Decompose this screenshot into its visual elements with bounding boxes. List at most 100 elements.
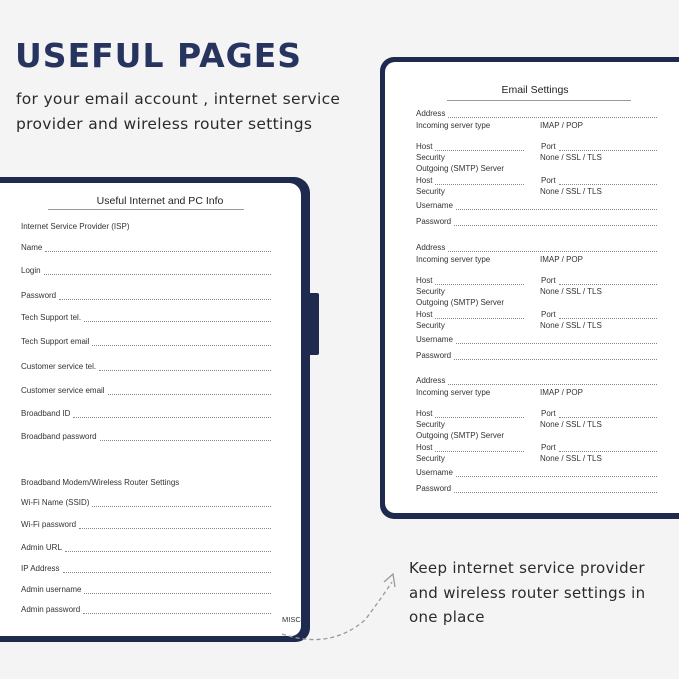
fill-in-line[interactable] [435,312,524,319]
incoming-port-field-label: Port [541,409,556,418]
email-username-field[interactable]: Username [416,335,657,344]
router-field[interactable]: Admin username [21,585,271,594]
email-username-field[interactable]: Username [416,201,657,210]
fill-in-line[interactable] [435,178,524,185]
incoming-server-options: IMAP / POP [540,388,640,397]
incoming-port-field[interactable]: Port [541,409,657,418]
outgoing-host-field-label: Host [416,176,433,185]
fill-in-line[interactable] [455,470,657,477]
email-password-field[interactable]: Password [416,351,657,360]
outgoing-server-heading-label: Outgoing (SMTP) Server [416,297,505,307]
caption-line-1: Keep internet service provider [409,559,645,577]
incoming-server-options: IMAP / POP [540,255,640,264]
outgoing-security-options-label: None / SSL / TLS [540,454,602,463]
router-field[interactable]: Admin URL [21,543,271,552]
fill-in-line[interactable] [448,111,657,118]
fill-in-line[interactable] [454,353,657,360]
incoming-host-field[interactable]: Host [416,142,524,151]
email-password-field-label: Password [416,217,452,226]
fill-in-line[interactable] [83,607,271,614]
router-field[interactable]: Admin password [21,605,271,614]
fill-in-line[interactable] [45,245,271,252]
outgoing-host-field[interactable]: Host [416,310,524,319]
fill-in-line[interactable] [84,315,271,322]
incoming-security-options-label: None / SSL / TLS [540,420,602,429]
fill-in-line[interactable] [448,245,657,252]
outgoing-server-heading-label: Outgoing (SMTP) Server [416,164,505,173]
router-field[interactable]: Wi-Fi password [21,520,271,529]
isp-field[interactable]: Broadband ID [21,409,271,418]
isp-field[interactable]: Password [21,291,271,300]
incoming-host-field[interactable]: Host [416,276,524,285]
outgoing-server-heading-label: Outgoing (SMTP) Server [416,431,505,440]
fill-in-line[interactable] [43,268,271,275]
fill-in-line[interactable] [62,566,271,573]
fill-in-line[interactable] [558,445,657,452]
fill-in-line[interactable] [99,434,271,441]
fill-in-line[interactable] [455,337,657,344]
email-username-field-label: Username [416,334,453,344]
email-address-field-label: Address [416,242,446,252]
isp-field[interactable]: Login [21,266,271,275]
outgoing-security-label-label: Security [416,320,445,330]
fill-in-line[interactable] [64,545,271,552]
email-address-field[interactable]: Address [416,376,657,385]
outgoing-server-heading: Outgoing (SMTP) Server [416,164,556,173]
outgoing-security-label: Security [416,187,516,196]
router-field[interactable]: IP Address [21,564,271,573]
router-heading: Broadband Modem/Wireless Router Settings [21,478,261,487]
fill-in-line[interactable] [454,486,657,493]
fill-in-line[interactable] [454,219,657,226]
isp-heading-label: Internet Service Provider (ISP) [21,222,130,231]
fill-in-line[interactable] [92,339,271,346]
outgoing-host-field[interactable]: Host [416,176,524,185]
isp-field[interactable]: Name [21,243,271,252]
fill-in-line[interactable] [558,144,657,151]
fill-in-line[interactable] [455,203,657,210]
email-username-field[interactable]: Username [416,468,657,477]
isp-field[interactable]: Customer service tel. [21,362,271,371]
fill-in-line[interactable] [558,411,657,418]
incoming-host-field-label: Host [416,142,433,151]
outgoing-port-field[interactable]: Port [541,176,657,185]
router-field[interactable]: Wi-Fi Name (SSID) [21,498,271,507]
fill-in-line[interactable] [558,178,657,185]
outgoing-port-field[interactable]: Port [541,443,657,452]
outgoing-host-field[interactable]: Host [416,443,524,452]
incoming-server-type-label: Incoming server type [416,388,536,397]
isp-field[interactable]: Broadband password [21,432,271,441]
incoming-port-field[interactable]: Port [541,142,657,151]
fill-in-line[interactable] [558,278,657,285]
email-password-field[interactable]: Password [416,217,657,226]
incoming-host-field[interactable]: Host [416,409,524,418]
fill-in-line[interactable] [99,364,271,371]
outgoing-server-heading: Outgoing (SMTP) Server [416,298,556,307]
email-address-field[interactable]: Address [416,243,657,252]
email-address-field-label: Address [416,109,446,118]
fill-in-line[interactable] [84,587,271,594]
subtitle-line-1: for your email account , internet servic… [16,90,341,108]
fill-in-line[interactable] [435,278,524,285]
fill-in-line[interactable] [107,388,271,395]
fill-in-line[interactable] [448,378,657,385]
fill-in-line[interactable] [435,411,524,418]
fill-in-line[interactable] [435,144,524,151]
incoming-server-options: IMAP / POP [540,121,640,130]
fill-in-line[interactable] [558,312,657,319]
fill-in-line[interactable] [79,522,271,529]
outgoing-port-field[interactable]: Port [541,310,657,319]
fill-in-line[interactable] [92,500,271,507]
isp-field[interactable]: Customer service email [21,386,271,395]
isp-field[interactable]: Tech Support tel. [21,313,271,322]
incoming-host-field-label: Host [416,409,433,418]
fill-in-line[interactable] [435,445,524,452]
email-password-field[interactable]: Password [416,484,657,493]
isp-field[interactable]: Tech Support email [21,337,271,346]
outgoing-security-label: Security [416,321,516,330]
incoming-port-field[interactable]: Port [541,276,657,285]
fill-in-line[interactable] [59,293,271,300]
isp-field-label: Login [21,266,41,275]
email-address-field[interactable]: Address [416,109,657,118]
fill-in-line[interactable] [73,411,271,418]
caption-line-2: and wireless router settings in [409,584,646,602]
